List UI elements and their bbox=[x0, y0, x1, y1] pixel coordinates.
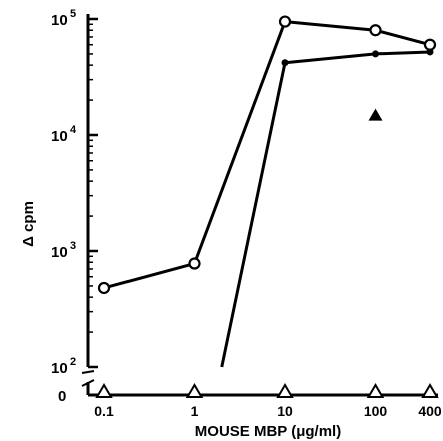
axes bbox=[81, 14, 438, 397]
x-tick-label: 400 bbox=[418, 403, 442, 419]
open-circle-point bbox=[423, 38, 437, 51]
y-zero-label: 0 bbox=[58, 388, 66, 405]
open-circle-point bbox=[97, 281, 111, 295]
open-triangle-point bbox=[276, 383, 294, 398]
open-circle-point bbox=[188, 257, 201, 270]
x-tick-label: 10 bbox=[277, 403, 293, 419]
y-tick-label: 10 bbox=[51, 128, 68, 145]
y-tick-exponent: 5 bbox=[70, 8, 76, 20]
y-tick-label: 10 bbox=[51, 360, 68, 377]
y-tick-exponent: 3 bbox=[70, 240, 76, 252]
open-triangle-point bbox=[421, 383, 439, 398]
y-tick-label: 10 bbox=[51, 12, 68, 29]
open-triangle-point bbox=[185, 383, 204, 398]
axis-break-mark bbox=[81, 370, 95, 374]
filled-circle-point bbox=[281, 59, 289, 67]
y-axis-label: Δ cpm bbox=[20, 201, 37, 247]
y-tick-label: 10 bbox=[51, 244, 68, 261]
y-tick-exponent: 4 bbox=[70, 124, 77, 136]
x-tick-label: 100 bbox=[364, 403, 388, 419]
open-circle-point bbox=[278, 15, 292, 28]
filled-circle-point bbox=[372, 50, 380, 58]
filled-circle-point bbox=[426, 48, 434, 56]
x-tick-label: 1 bbox=[191, 403, 199, 419]
x-tick-label: 0.1 bbox=[94, 403, 114, 419]
x-axis-label: MOUSE MBP (μg/ml) bbox=[195, 423, 341, 440]
y-tick-exponent: 2 bbox=[70, 356, 76, 368]
filled-triangle-point bbox=[368, 108, 383, 121]
open-triangle-point bbox=[366, 383, 385, 398]
axis-break-mark bbox=[81, 379, 95, 387]
open-circle-point bbox=[369, 24, 382, 37]
open-triangle-point bbox=[95, 383, 113, 398]
series-group bbox=[95, 15, 439, 398]
series-line-filled-circle bbox=[220, 50, 431, 368]
